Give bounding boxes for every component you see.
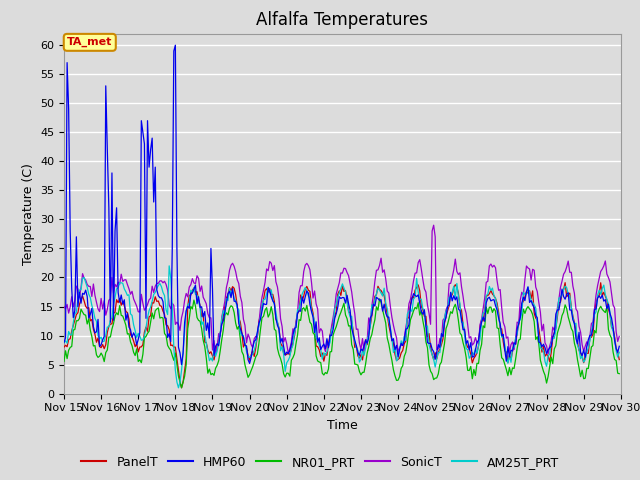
Text: TA_met: TA_met <box>67 37 113 48</box>
Title: Alfalfa Temperatures: Alfalfa Temperatures <box>257 11 428 29</box>
Y-axis label: Temperature (C): Temperature (C) <box>22 163 35 264</box>
X-axis label: Time: Time <box>327 419 358 432</box>
Legend: PanelT, HMP60, NR01_PRT, SonicT, AM25T_PRT: PanelT, HMP60, NR01_PRT, SonicT, AM25T_P… <box>76 451 564 474</box>
